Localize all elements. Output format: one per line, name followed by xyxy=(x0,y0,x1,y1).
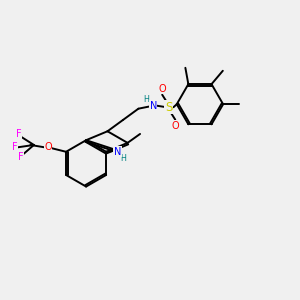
Text: O: O xyxy=(158,84,166,94)
Text: O: O xyxy=(44,142,52,152)
Text: N: N xyxy=(114,147,121,157)
Text: O: O xyxy=(172,121,179,130)
Text: F: F xyxy=(18,152,23,162)
Text: H: H xyxy=(120,154,126,163)
Text: N: N xyxy=(150,101,157,111)
Text: H: H xyxy=(143,95,149,104)
Text: S: S xyxy=(165,101,172,114)
Text: F: F xyxy=(12,142,17,152)
Text: F: F xyxy=(16,129,21,139)
